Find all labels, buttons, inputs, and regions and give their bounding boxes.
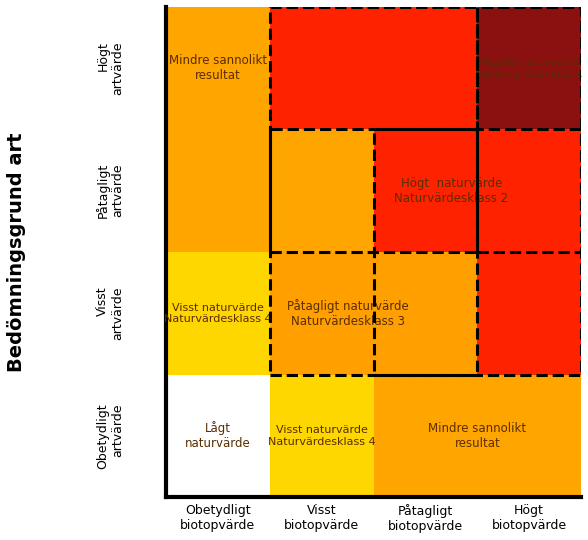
Bar (373, 375, 477, 497)
Text: Visst naturvärde
Naturvärdesklass 4: Visst naturvärde Naturvärdesklass 4 (268, 425, 376, 447)
Bar (270, 252, 373, 375)
Text: Mindre sannolikt
resultat: Mindre sannolikt resultat (169, 54, 267, 82)
Text: Påtagligt naturvärde
Naturvärdesklass 3: Påtagligt naturvärde Naturvärdesklass 3 (287, 299, 409, 328)
Bar (166, 130, 270, 252)
Bar (270, 375, 373, 497)
Bar (373, 252, 477, 375)
Bar (477, 252, 581, 375)
Bar (270, 130, 477, 375)
Bar (270, 7, 477, 252)
Y-axis label: Bedömningsgrund art: Bedömningsgrund art (7, 132, 26, 372)
Bar (166, 252, 270, 375)
Bar (373, 130, 477, 252)
Bar (166, 7, 270, 130)
Bar (373, 7, 477, 130)
Bar (270, 130, 373, 252)
Text: Högsta naturvärde
Naturvärdesklass 1: Högsta naturvärde Naturvärdesklass 1 (476, 57, 583, 79)
Bar (477, 7, 581, 252)
Text: Högt  naturvärde
Naturvärdesklass 2: Högt naturvärde Naturvärdesklass 2 (395, 177, 509, 205)
Bar (477, 375, 581, 497)
Text: Mindre sannolikt
resultat: Mindre sannolikt resultat (428, 422, 526, 450)
Text: Lågt
naturvärde: Lågt naturvärde (185, 421, 250, 450)
Bar (166, 375, 270, 497)
Bar (373, 130, 581, 375)
Bar (270, 7, 373, 130)
Bar (477, 7, 581, 130)
Text: Visst naturvärde
Naturvärdesklass 4: Visst naturvärde Naturvärdesklass 4 (164, 302, 272, 324)
Bar (477, 130, 581, 252)
